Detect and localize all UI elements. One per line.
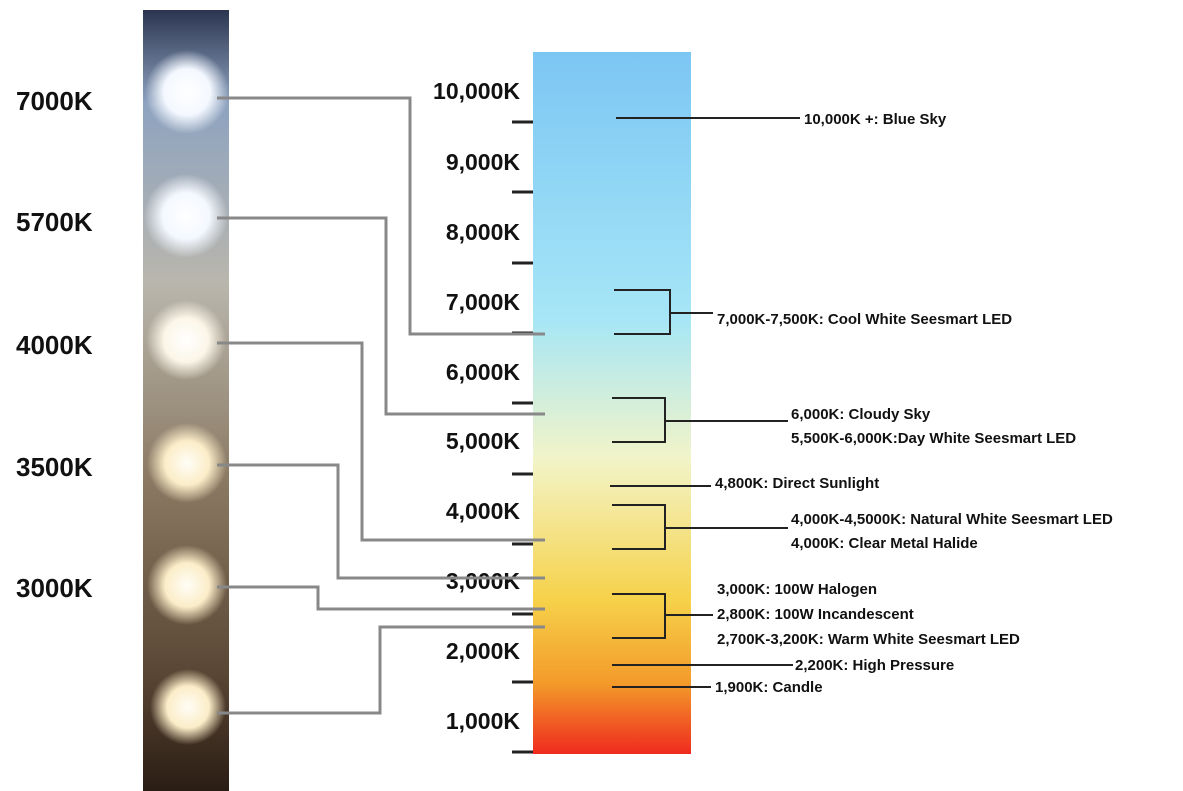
bracket-cloudy-day-white [612, 397, 788, 443]
annotation-warm-white-led: 2,700K-3,200K: Warm White Seesmart LED [717, 631, 1020, 648]
led-2700k [150, 669, 226, 745]
scale-tick-labels: 10,000K 9,000K 8,000K 7,000K 6,000K 5,00… [433, 78, 520, 734]
annotation-halogen: 3,000K: 100W Halogen [717, 581, 877, 598]
led-connectors [217, 96, 545, 715]
led-labels: 7000K 5700K 4000K 3500K 3000K [16, 86, 93, 603]
tick-label-4000k: 4,000K [446, 498, 521, 524]
bracket-cool-white [614, 289, 713, 335]
annotations: 10,000K +: Blue Sky 7,000K-7,500K: Cool … [715, 111, 1113, 696]
connector-7000k [217, 96, 545, 336]
tick-label-6000k: 6,000K [446, 359, 521, 385]
annotation-pointers [610, 117, 800, 688]
led-label-7000k: 7000K [16, 86, 93, 116]
bracket-natural-white [612, 504, 788, 550]
tick-label-9000k: 9,000K [446, 149, 521, 175]
tick-label-5000k: 5,000K [446, 428, 521, 454]
led-label-3500k: 3500K [16, 452, 93, 482]
led-label-4000k: 4000K [16, 330, 93, 360]
annotation-cloudy-sky: 6,000K: Cloudy Sky [791, 406, 931, 423]
tick-label-3000k: 3,000K [446, 568, 521, 594]
led-strip [143, 10, 229, 791]
bracket-warm-sources [612, 593, 713, 639]
led-3000k [147, 545, 227, 625]
annotation-day-white-led: 5,500K-6,000K:Day White Seesmart LED [791, 430, 1076, 447]
tick-label-2000k: 2,000K [446, 638, 521, 664]
annotation-incandescent: 2,800K: 100W Incandescent [717, 606, 914, 623]
annotation-candle: 1,900K: Candle [715, 679, 823, 696]
led-5700k [144, 174, 228, 258]
temperature-scale-bar [533, 52, 691, 754]
led-strip-background [143, 10, 229, 791]
connector-4000k [217, 341, 545, 542]
tick-label-1000k: 1,000K [446, 708, 521, 734]
led-label-3000k: 3000K [16, 573, 93, 603]
annotation-blue-sky: 10,000K +: Blue Sky [804, 111, 947, 128]
tick-label-8000k: 8,000K [446, 219, 521, 245]
annotation-direct-sunlight: 4,800K: Direct Sunlight [715, 475, 879, 492]
annotation-high-pressure: 2,200K: High Pressure [795, 657, 954, 674]
annotation-natural-white-led: 4,000K-4,5000K: Natural White Seesmart L… [791, 511, 1113, 528]
scale-ticks [512, 120, 533, 754]
led-7000k [145, 50, 229, 134]
connector-3000k [217, 585, 545, 611]
tick-label-7000k: 7,000K [446, 289, 521, 315]
connector-3500k [217, 463, 545, 580]
connector-2700k [217, 625, 545, 715]
connector-5700k [217, 216, 545, 416]
led-4000k [146, 300, 226, 380]
led-label-5700k: 5700K [16, 207, 93, 237]
annotation-metal-halide: 4,000K: Clear Metal Halide [791, 535, 978, 552]
led-3500k [147, 423, 227, 503]
tick-label-10000k: 10,000K [433, 78, 520, 104]
annotation-cool-white-led: 7,000K-7,500K: Cool White Seesmart LED [717, 311, 1012, 328]
